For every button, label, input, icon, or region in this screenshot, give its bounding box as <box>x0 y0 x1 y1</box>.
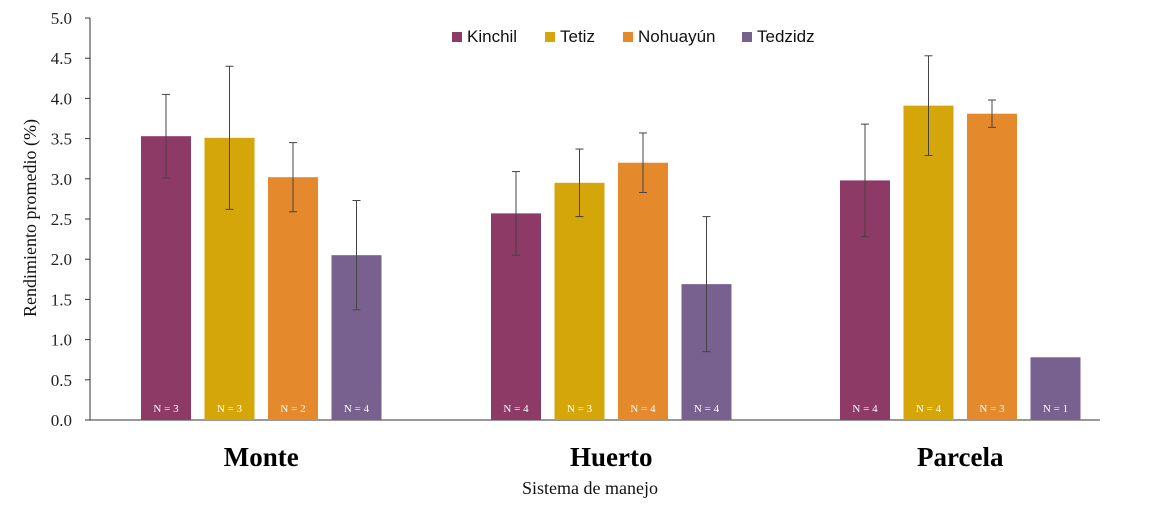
x-axis-title: Sistema de manejo <box>522 478 658 498</box>
bar <box>618 162 668 420</box>
sample-size-label: N = 2 <box>280 403 305 415</box>
legend: Kinchil Tetiz Nohuayún Tedzidz <box>452 27 815 46</box>
category-label: Monte <box>224 442 299 472</box>
sample-size-label: N = 4 <box>916 403 942 415</box>
sample-size-label: N = 3 <box>567 403 593 415</box>
legend-swatch <box>623 32 633 42</box>
legend-label: Kinchil <box>467 27 517 46</box>
bar <box>268 177 318 420</box>
y-tick-label: 1.5 <box>51 290 72 309</box>
bar <box>903 105 954 421</box>
y-tick-label: 1.0 <box>51 331 72 350</box>
legend-swatch <box>742 32 752 42</box>
y-tick-label: 4.0 <box>51 89 72 108</box>
sample-size-label: N = 3 <box>217 403 243 415</box>
bar <box>1030 357 1081 420</box>
y-tick-label: 0.0 <box>51 411 72 430</box>
legend-label: Tedzidz <box>757 27 815 46</box>
y-tick-label: 4.5 <box>51 49 72 68</box>
y-tick-label: 2.5 <box>51 210 72 229</box>
sample-size-label: N = 4 <box>503 403 529 415</box>
y-tick-label: 3.5 <box>51 130 72 149</box>
category-label: Parcela <box>917 442 1004 472</box>
bar <box>554 182 605 420</box>
category-label: Huerto <box>570 442 652 472</box>
chart-bars: N = 3 N = 3 N = 2 N = 4 N = 4 N = 3 N = 4 N = 4… <box>141 55 1081 421</box>
bar <box>141 136 191 421</box>
sample-size-label: N = 3 <box>979 403 1005 415</box>
sample-size-label: N = 1 <box>1043 403 1068 415</box>
sample-size-label: N = 4 <box>630 403 656 415</box>
legend-label: Tetiz <box>560 27 595 46</box>
y-axis-title: Rendimiento promedio (%) <box>20 119 41 317</box>
sample-size-label: N = 3 <box>153 403 179 415</box>
legend-swatch <box>452 32 462 42</box>
sample-size-label: N = 4 <box>344 403 370 415</box>
y-tick-label: 5.0 <box>51 9 72 28</box>
y-tick-label: 2.0 <box>51 250 72 269</box>
y-tick-label: 3.0 <box>51 170 72 189</box>
y-tick-label: 0.5 <box>51 371 72 390</box>
sample-size-label: N = 4 <box>694 403 720 415</box>
chart-axes: 0.0 0.5 1.0 1.5 2.0 2.5 3.0 3.5 4.0 4.5 5.0 Monte Hu… <box>51 9 1100 472</box>
sample-size-label: N = 4 <box>852 403 878 415</box>
legend-label: Nohuayún <box>638 27 716 46</box>
legend-swatch <box>545 32 555 42</box>
bar <box>967 113 1017 421</box>
